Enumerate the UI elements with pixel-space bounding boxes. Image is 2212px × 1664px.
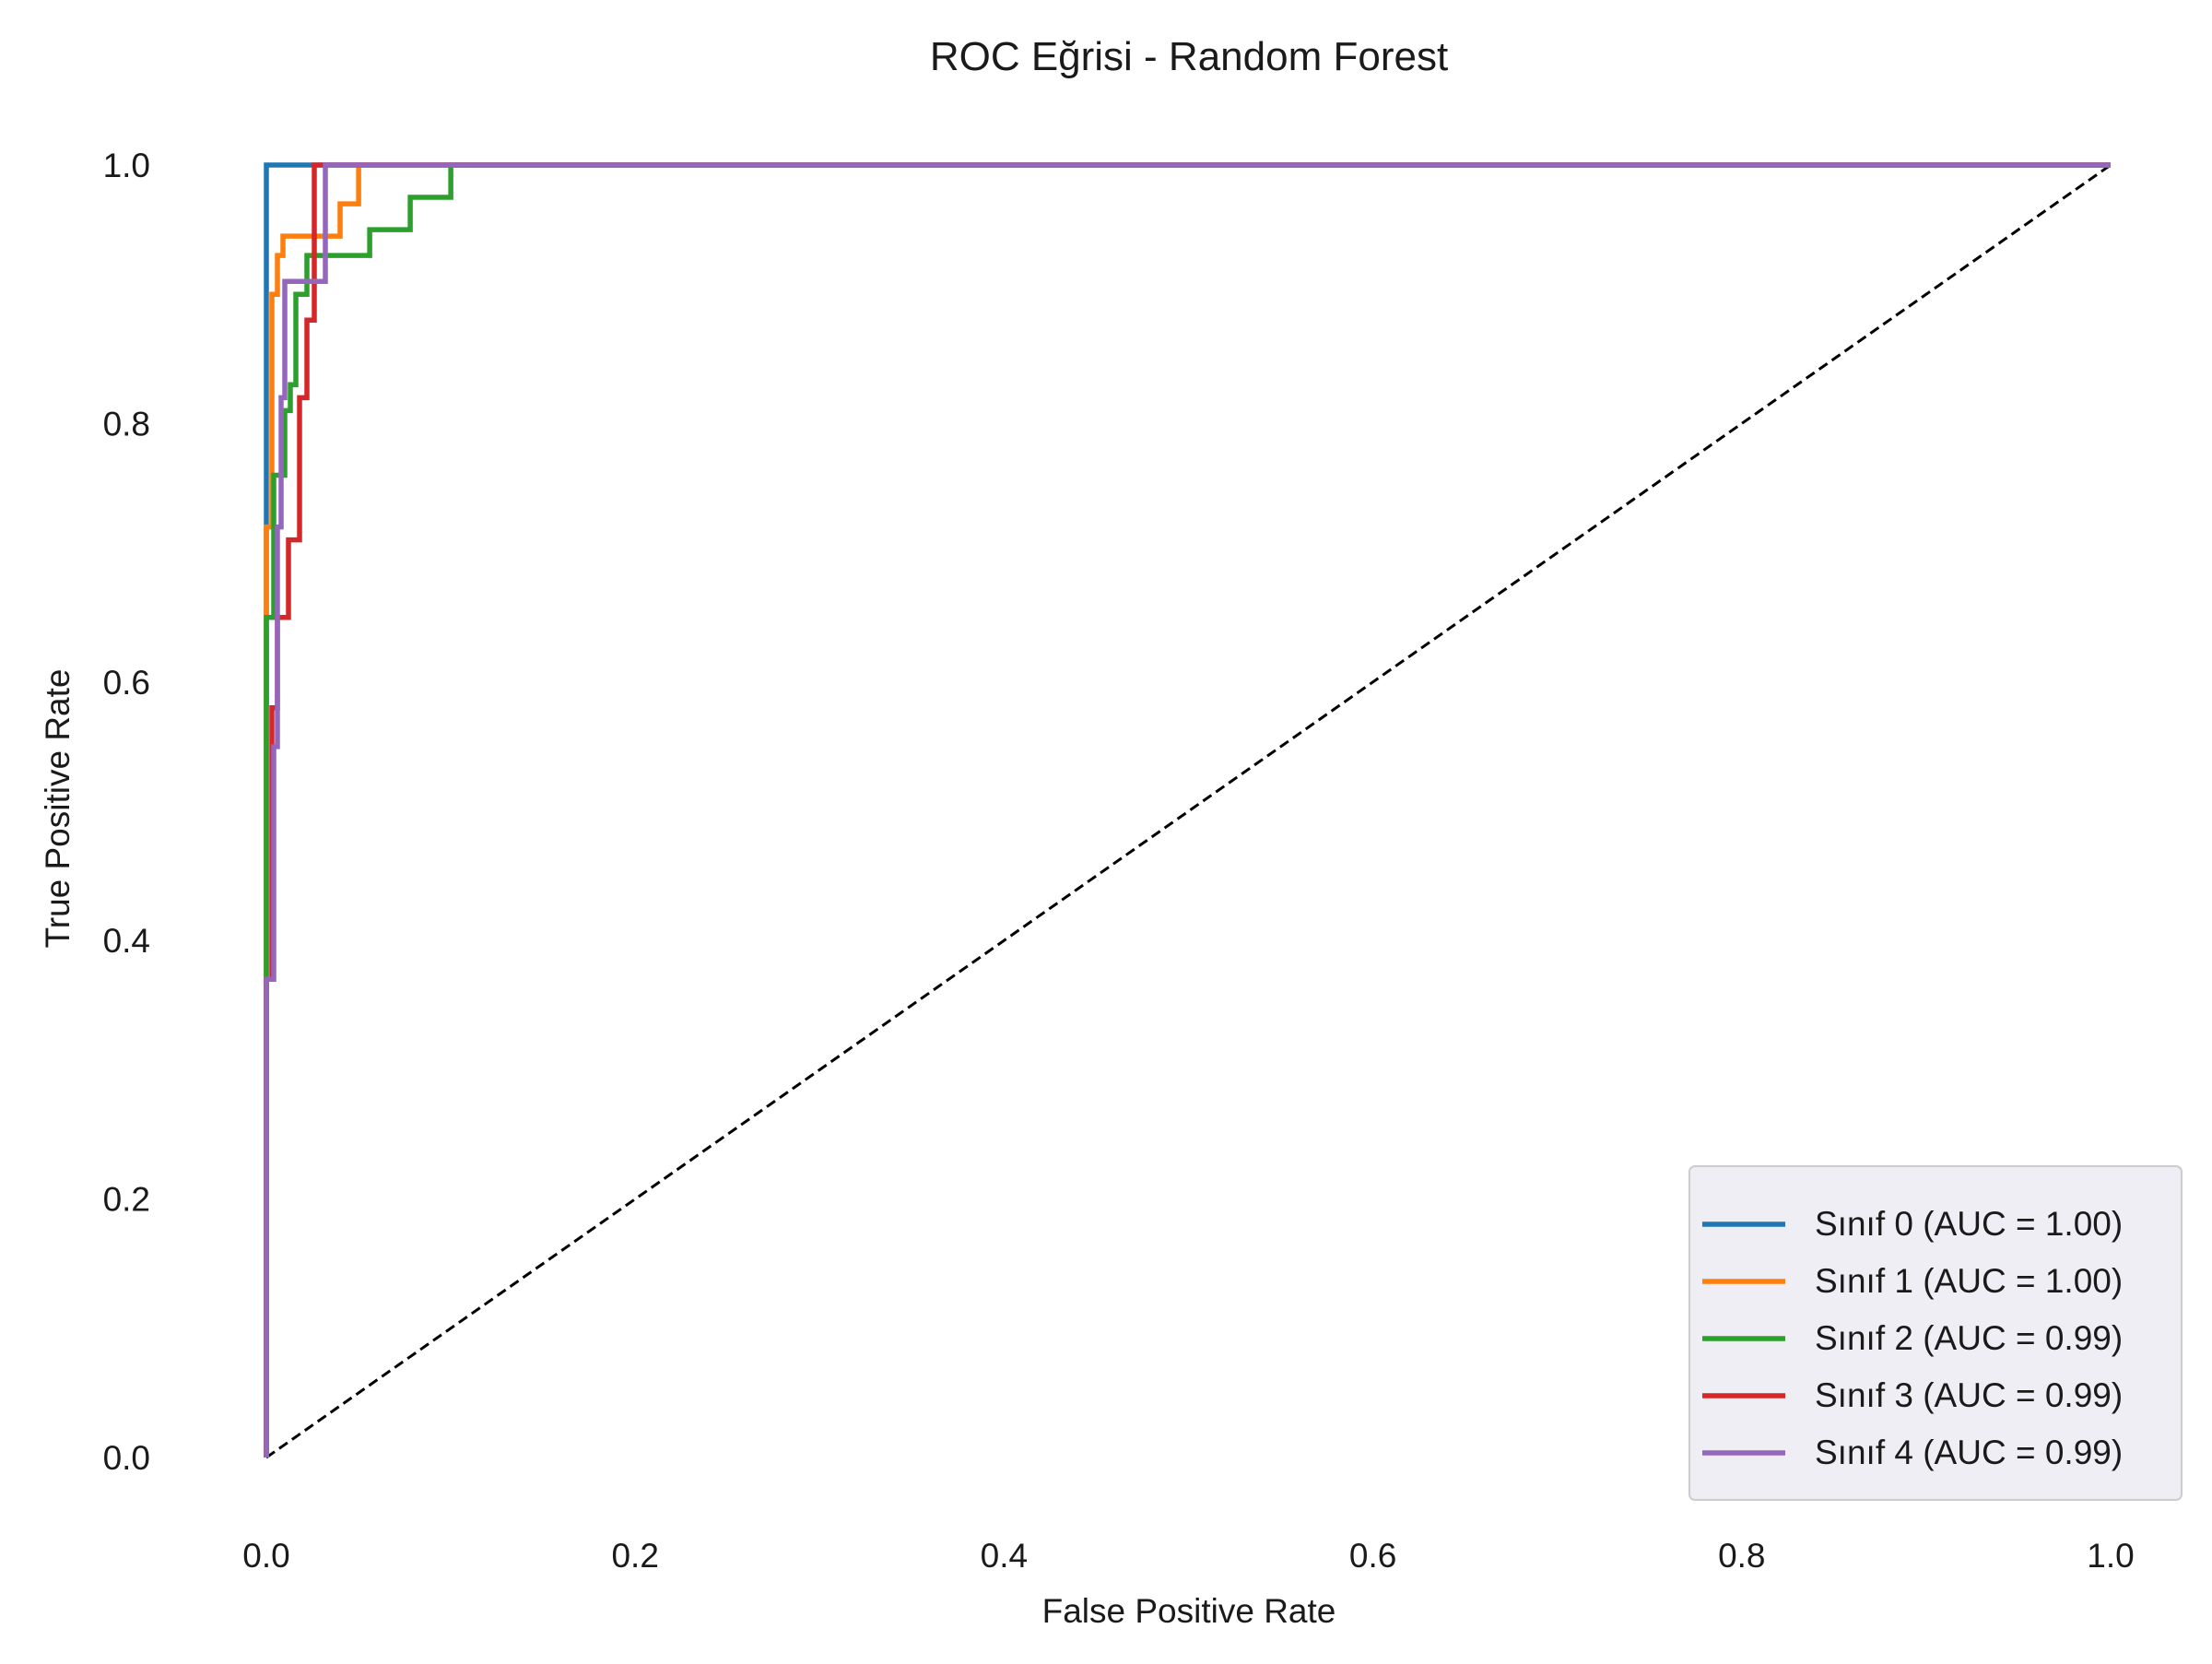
legend-label: Sınıf 4 (AUC = 0.99) — [1815, 1434, 2123, 1471]
legend-label: Sınıf 0 (AUC = 1.00) — [1815, 1205, 2123, 1243]
roc-series-line-2 — [264, 162, 2111, 1457]
y-tick-label: 1.0 — [103, 147, 150, 184]
legend-label: Sınıf 3 (AUC = 0.99) — [1815, 1376, 2123, 1414]
y-tick-label: 0.2 — [103, 1181, 150, 1219]
x-tick-label: 0.2 — [611, 1537, 658, 1575]
x-tick-label: 1.0 — [2087, 1537, 2134, 1575]
x-axis-ticks: 0.0 0.2 0.4 0.6 0.8 1.0 — [242, 1537, 2134, 1575]
x-tick-label: 0.8 — [1718, 1537, 1765, 1575]
legend-label: Sınıf 2 (AUC = 0.99) — [1815, 1319, 2123, 1357]
y-tick-label: 0.4 — [103, 922, 150, 960]
y-tick-label: 0.8 — [103, 405, 150, 443]
y-axis-label: True Positive Rate — [39, 669, 76, 949]
x-tick-label: 0.6 — [1349, 1537, 1396, 1575]
legend-label: Sınıf 1 (AUC = 1.00) — [1815, 1262, 2123, 1300]
roc-series-line-4 — [264, 162, 2111, 1457]
chart-title: ROC Eğrisi - Random Forest — [930, 34, 1448, 79]
x-tick-label: 0.4 — [981, 1537, 1028, 1575]
plot-area — [264, 162, 2112, 1459]
y-axis-ticks: 0.0 0.2 0.4 0.6 0.8 1.0 — [103, 147, 150, 1477]
legend: Sınıf 0 (AUC = 1.00) Sınıf 1 (AUC = 1.00)… — [1688, 1165, 2183, 1501]
y-tick-label: 0.6 — [103, 664, 150, 702]
x-axis-label: False Positive Rate — [1042, 1592, 1336, 1630]
legend-box — [1688, 1165, 2183, 1501]
y-tick-label: 0.0 — [103, 1439, 150, 1477]
x-tick-label: 0.0 — [242, 1537, 289, 1575]
